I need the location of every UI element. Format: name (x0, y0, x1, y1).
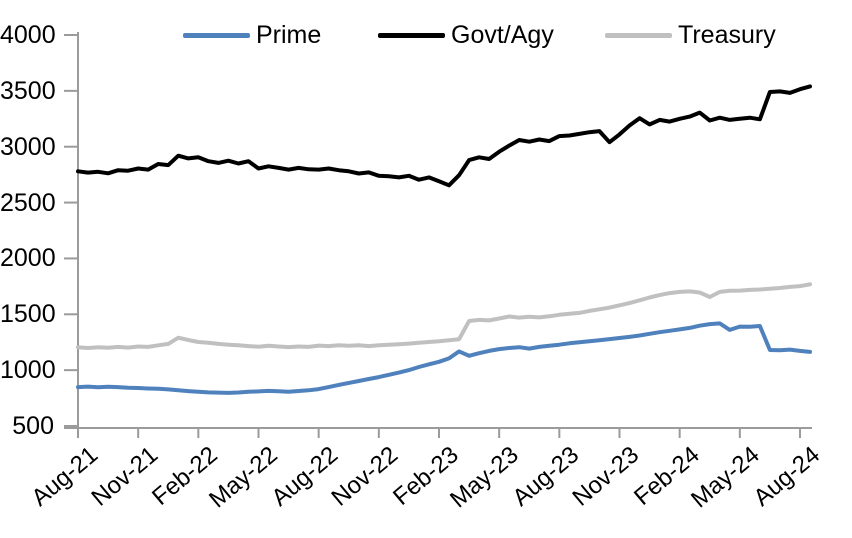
y-axis-label: 2000 (0, 244, 56, 273)
y-axis-label: 3500 (0, 76, 56, 105)
legend-label-prime: Prime (256, 21, 322, 49)
legend-label-treasury: Treasury (678, 21, 776, 49)
series-line-treasury[interactable] (76, 282, 812, 350)
prime-line-swatch (183, 32, 250, 38)
y-axis-label: 1500 (0, 300, 56, 329)
legend-item-govt-agy[interactable]: Govt/Agy (378, 18, 554, 52)
y-axis-label: 2500 (0, 188, 56, 217)
legend: Prime Govt/Agy Treasury (0, 18, 852, 52)
series-line-prime[interactable] (76, 321, 812, 395)
legend-item-treasury[interactable]: Treasury (605, 18, 776, 52)
y-axis-label: 3000 (0, 132, 56, 161)
y-axis-label: 4000 (0, 21, 56, 49)
y-axis-label: 1000 (0, 356, 56, 385)
treasury-line-swatch (605, 32, 672, 38)
legend-item-prime[interactable]: Prime (183, 18, 321, 52)
series-line-govt-agy[interactable] (76, 84, 812, 188)
y-axis-label: 500 (12, 412, 54, 440)
govt-agy-line-swatch (378, 32, 445, 38)
legend-label-govt-agy: Govt/Agy (451, 21, 554, 49)
